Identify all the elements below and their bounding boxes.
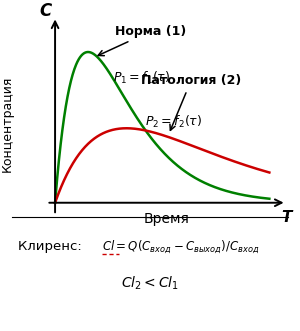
- Text: $P_2=f_2(\tau)$: $P_2=f_2(\tau)$: [145, 114, 202, 130]
- Text: Клиренс:: Клиренс:: [18, 240, 90, 253]
- Text: Патология (2): Патология (2): [141, 74, 241, 130]
- Text: Норма (1): Норма (1): [98, 25, 186, 56]
- Text: C: C: [40, 2, 52, 20]
- Text: $Cl_2<Cl_1$: $Cl_2<Cl_1$: [121, 274, 179, 292]
- Text: $\mathit{Cl}=Q(C_{\mathit{вход}}-C_{\mathit{выход}})/C_{\mathit{вход}}$: $\mathit{Cl}=Q(C_{\mathit{вход}}-C_{\mat…: [102, 238, 259, 255]
- Text: Концентрация: Концентрация: [1, 76, 14, 172]
- Text: T: T: [281, 210, 292, 225]
- Text: $P_1=f_1(\tau)$: $P_1=f_1(\tau)$: [113, 70, 170, 86]
- Text: Время: Время: [144, 213, 189, 226]
